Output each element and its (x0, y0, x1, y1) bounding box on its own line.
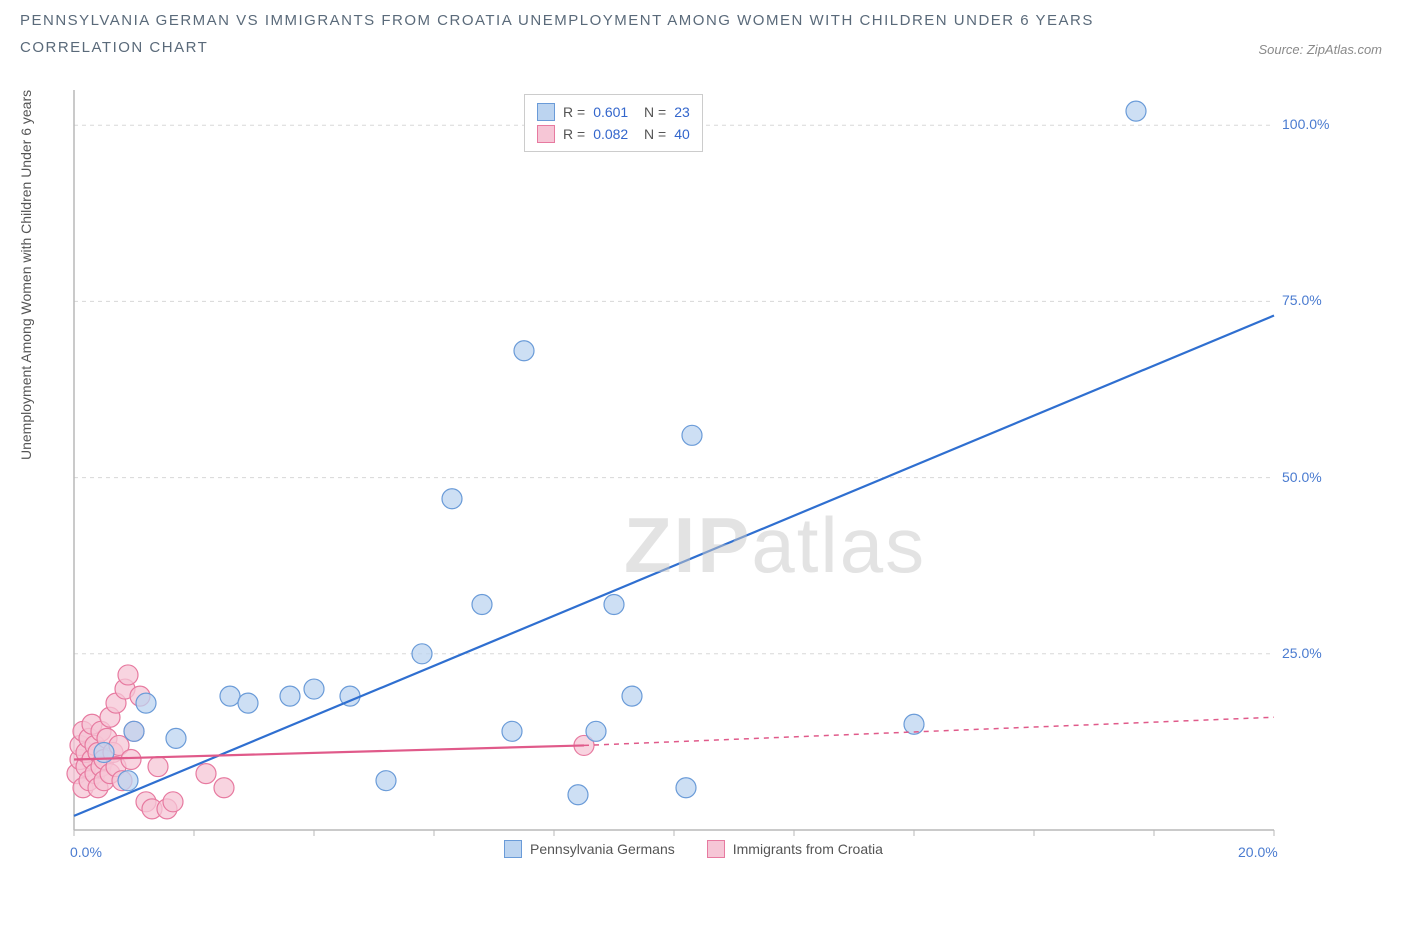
swatch-series2 (707, 840, 725, 858)
y-tick-label: 50.0% (1282, 469, 1322, 485)
chart-area: ZIPatlas R = 0.601 N = 23 R = 0.082 N = … (64, 80, 1324, 860)
scatter-chart-svg (64, 80, 1324, 860)
legend-item-series1: Pennsylvania Germans (504, 840, 675, 858)
legend-r-value-1: 0.601 (593, 104, 628, 120)
legend-row-series1: R = 0.601 N = 23 (537, 101, 690, 123)
legend-n-label: N = (636, 126, 666, 142)
swatch-series1 (537, 103, 555, 121)
legend-item-series2: Immigrants from Croatia (707, 840, 883, 858)
correlation-legend: R = 0.601 N = 23 R = 0.082 N = 40 (524, 94, 703, 152)
chart-header: PENNSYLVANIA GERMAN VS IMMIGRANTS FROM C… (0, 0, 1406, 60)
legend-n-value-1: 23 (674, 104, 690, 120)
source-attribution: Source: ZipAtlas.com (1258, 42, 1382, 57)
legend-n-value-2: 40 (674, 126, 690, 142)
swatch-series1 (504, 840, 522, 858)
series1-name: Pennsylvania Germans (530, 841, 675, 857)
legend-r-label: R = (563, 104, 585, 120)
legend-r-label: R = (563, 126, 585, 142)
legend-r-value-2: 0.082 (593, 126, 628, 142)
y-tick-label: 75.0% (1282, 292, 1322, 308)
series2-name: Immigrants from Croatia (733, 841, 883, 857)
x-tick-label: 20.0% (1238, 844, 1278, 860)
chart-title-line2: CORRELATION CHART (20, 39, 1386, 56)
chart-title-line1: PENNSYLVANIA GERMAN VS IMMIGRANTS FROM C… (20, 12, 1386, 29)
legend-n-label: N = (636, 104, 666, 120)
legend-row-series2: R = 0.082 N = 40 (537, 123, 690, 145)
y-tick-label: 25.0% (1282, 645, 1322, 661)
swatch-series2 (537, 125, 555, 143)
y-axis-label: Unemployment Among Women with Children U… (18, 90, 34, 460)
x-tick-label: 0.0% (70, 844, 102, 860)
y-tick-label: 100.0% (1282, 116, 1329, 132)
series-legend: Pennsylvania Germans Immigrants from Cro… (504, 840, 883, 858)
